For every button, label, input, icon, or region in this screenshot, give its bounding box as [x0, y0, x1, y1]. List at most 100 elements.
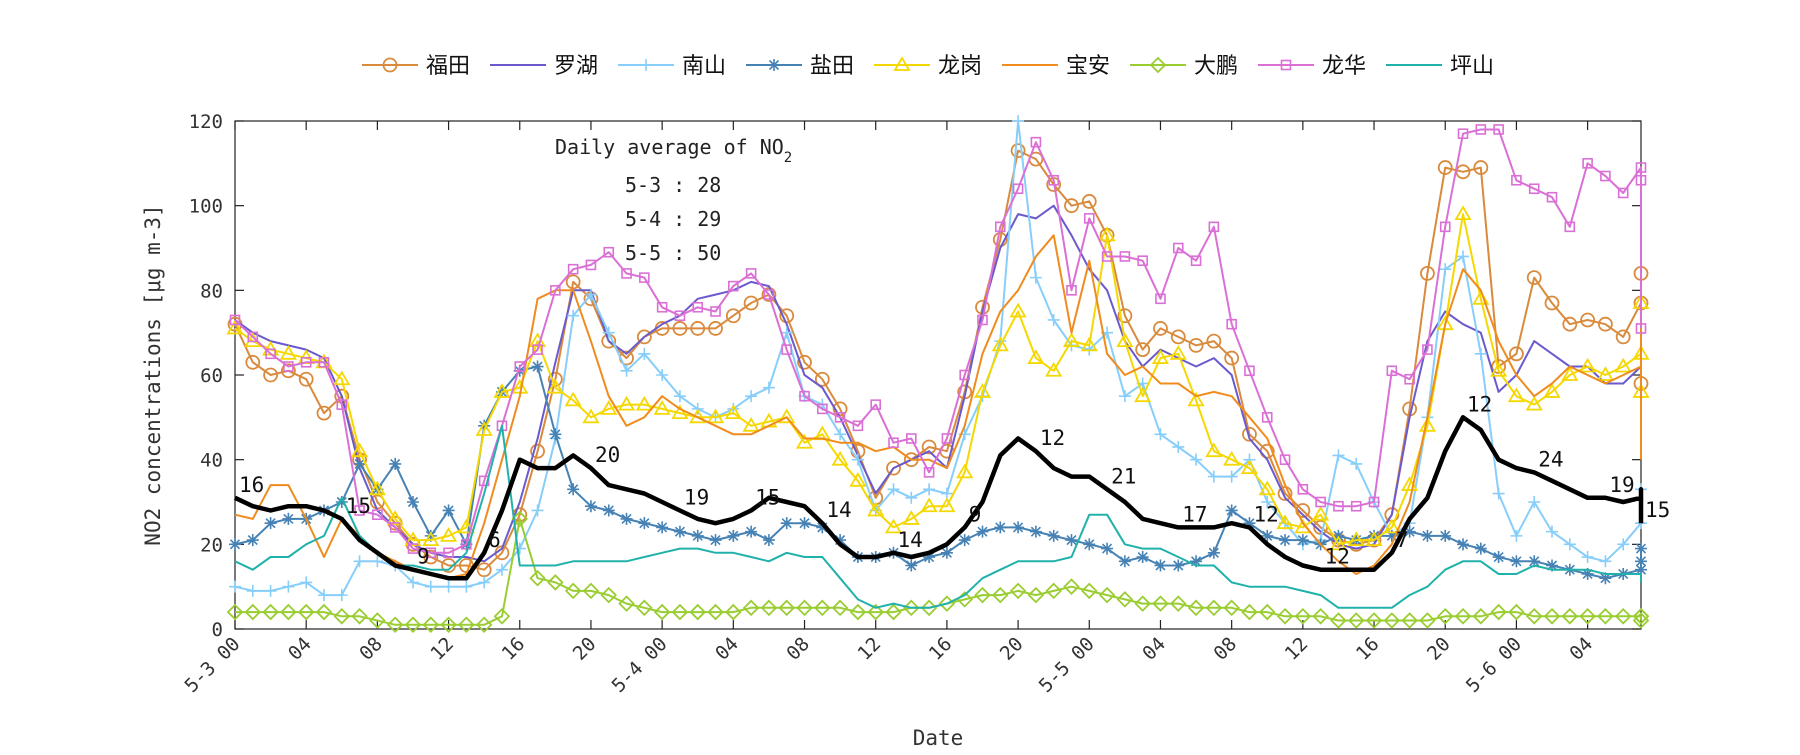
data-point — [1206, 333, 1222, 349]
data-point — [1225, 504, 1238, 517]
data-point — [849, 472, 867, 487]
data-point — [617, 395, 636, 411]
data-point — [636, 329, 652, 345]
data-point — [229, 314, 241, 326]
data-point — [974, 586, 991, 604]
data-point — [1368, 529, 1381, 542]
y-tick-label: 120 — [189, 111, 223, 133]
data-point — [1439, 263, 1452, 276]
data-point — [867, 603, 884, 621]
data-point — [1511, 174, 1522, 186]
y-tick-label: 0 — [212, 619, 223, 641]
data-point — [244, 603, 262, 621]
data-point — [1596, 366, 1614, 381]
data-point — [994, 221, 1006, 233]
data-point — [602, 326, 615, 339]
data-point — [1027, 586, 1045, 604]
data-point — [692, 301, 704, 313]
data-point — [1119, 251, 1131, 262]
data-point — [389, 457, 402, 470]
data-point — [1599, 572, 1612, 585]
data-point — [478, 576, 491, 589]
data-point — [245, 354, 261, 370]
data-point — [603, 246, 615, 258]
y-axis-title: NO2 concentrations [μg m-3] — [141, 204, 165, 545]
average-data-label: 20 — [595, 443, 620, 467]
data-point — [1492, 551, 1505, 564]
data-point — [1312, 608, 1329, 625]
y-tick-label: 40 — [200, 450, 223, 472]
data-point — [888, 437, 899, 449]
legend-marker — [1149, 56, 1167, 74]
data-point — [1029, 525, 1042, 538]
data-point — [762, 534, 775, 547]
data-point — [799, 390, 810, 402]
x-tick-label: 08 — [1209, 633, 1241, 665]
data-point — [282, 580, 295, 593]
data-point — [1561, 608, 1579, 625]
legend-item: 大鹏 — [1130, 54, 1238, 79]
data-point — [923, 483, 936, 496]
legend-marker — [1280, 59, 1292, 71]
data-point — [1525, 395, 1543, 411]
data-point — [247, 331, 259, 343]
data-point — [442, 580, 455, 593]
data-point — [1437, 160, 1453, 175]
data-point — [620, 512, 633, 525]
data-point — [546, 378, 564, 394]
data-point — [333, 608, 351, 625]
data-point — [1261, 529, 1274, 542]
data-point — [1599, 555, 1612, 568]
data-point — [1047, 529, 1060, 542]
data-point — [834, 428, 847, 441]
data-point — [1315, 496, 1326, 508]
data-point — [1383, 518, 1401, 534]
data-point — [1294, 608, 1312, 625]
data-point — [1169, 595, 1187, 612]
data-point — [1101, 251, 1113, 262]
data-point — [1580, 312, 1596, 328]
legend-label: 龙岗 — [938, 54, 982, 79]
data-point — [547, 574, 564, 591]
data-point — [1386, 365, 1398, 377]
data-point — [1528, 183, 1540, 195]
data-point — [1225, 470, 1238, 483]
data-point — [226, 603, 244, 621]
data-point — [763, 289, 775, 300]
data-point — [1507, 387, 1525, 403]
data-point — [743, 295, 759, 311]
data-point — [404, 616, 422, 634]
data-point — [1169, 345, 1187, 360]
data-point — [1062, 332, 1081, 348]
data-point — [1048, 174, 1059, 186]
data-point — [386, 510, 404, 525]
data-point — [442, 504, 455, 517]
data-point — [1223, 450, 1241, 466]
average-data-label: 19 — [684, 485, 709, 509]
data-point — [1116, 591, 1134, 608]
data-point — [618, 595, 635, 612]
data-point — [424, 580, 437, 593]
x-tick-label: 20 — [1423, 633, 1455, 665]
data-point — [1240, 459, 1259, 475]
data-point — [511, 510, 529, 528]
data-point — [1223, 599, 1240, 617]
data-point — [887, 483, 900, 496]
data-point — [369, 612, 386, 629]
x-tick-label: 08 — [355, 633, 387, 665]
series-龙华 — [229, 124, 1647, 559]
data-point — [1454, 608, 1472, 625]
legend-label: 龙华 — [1322, 54, 1366, 79]
data-point — [973, 383, 992, 398]
data-point — [798, 517, 811, 530]
average-data-label: 17 — [1182, 502, 1207, 526]
data-point — [441, 558, 456, 573]
data-point — [1615, 329, 1631, 345]
data-point — [745, 525, 758, 538]
data-point — [1208, 221, 1220, 233]
data-point — [992, 586, 1009, 604]
data-point — [1207, 546, 1220, 559]
data-point — [1010, 143, 1026, 159]
average-data-label: 6 — [488, 528, 501, 552]
